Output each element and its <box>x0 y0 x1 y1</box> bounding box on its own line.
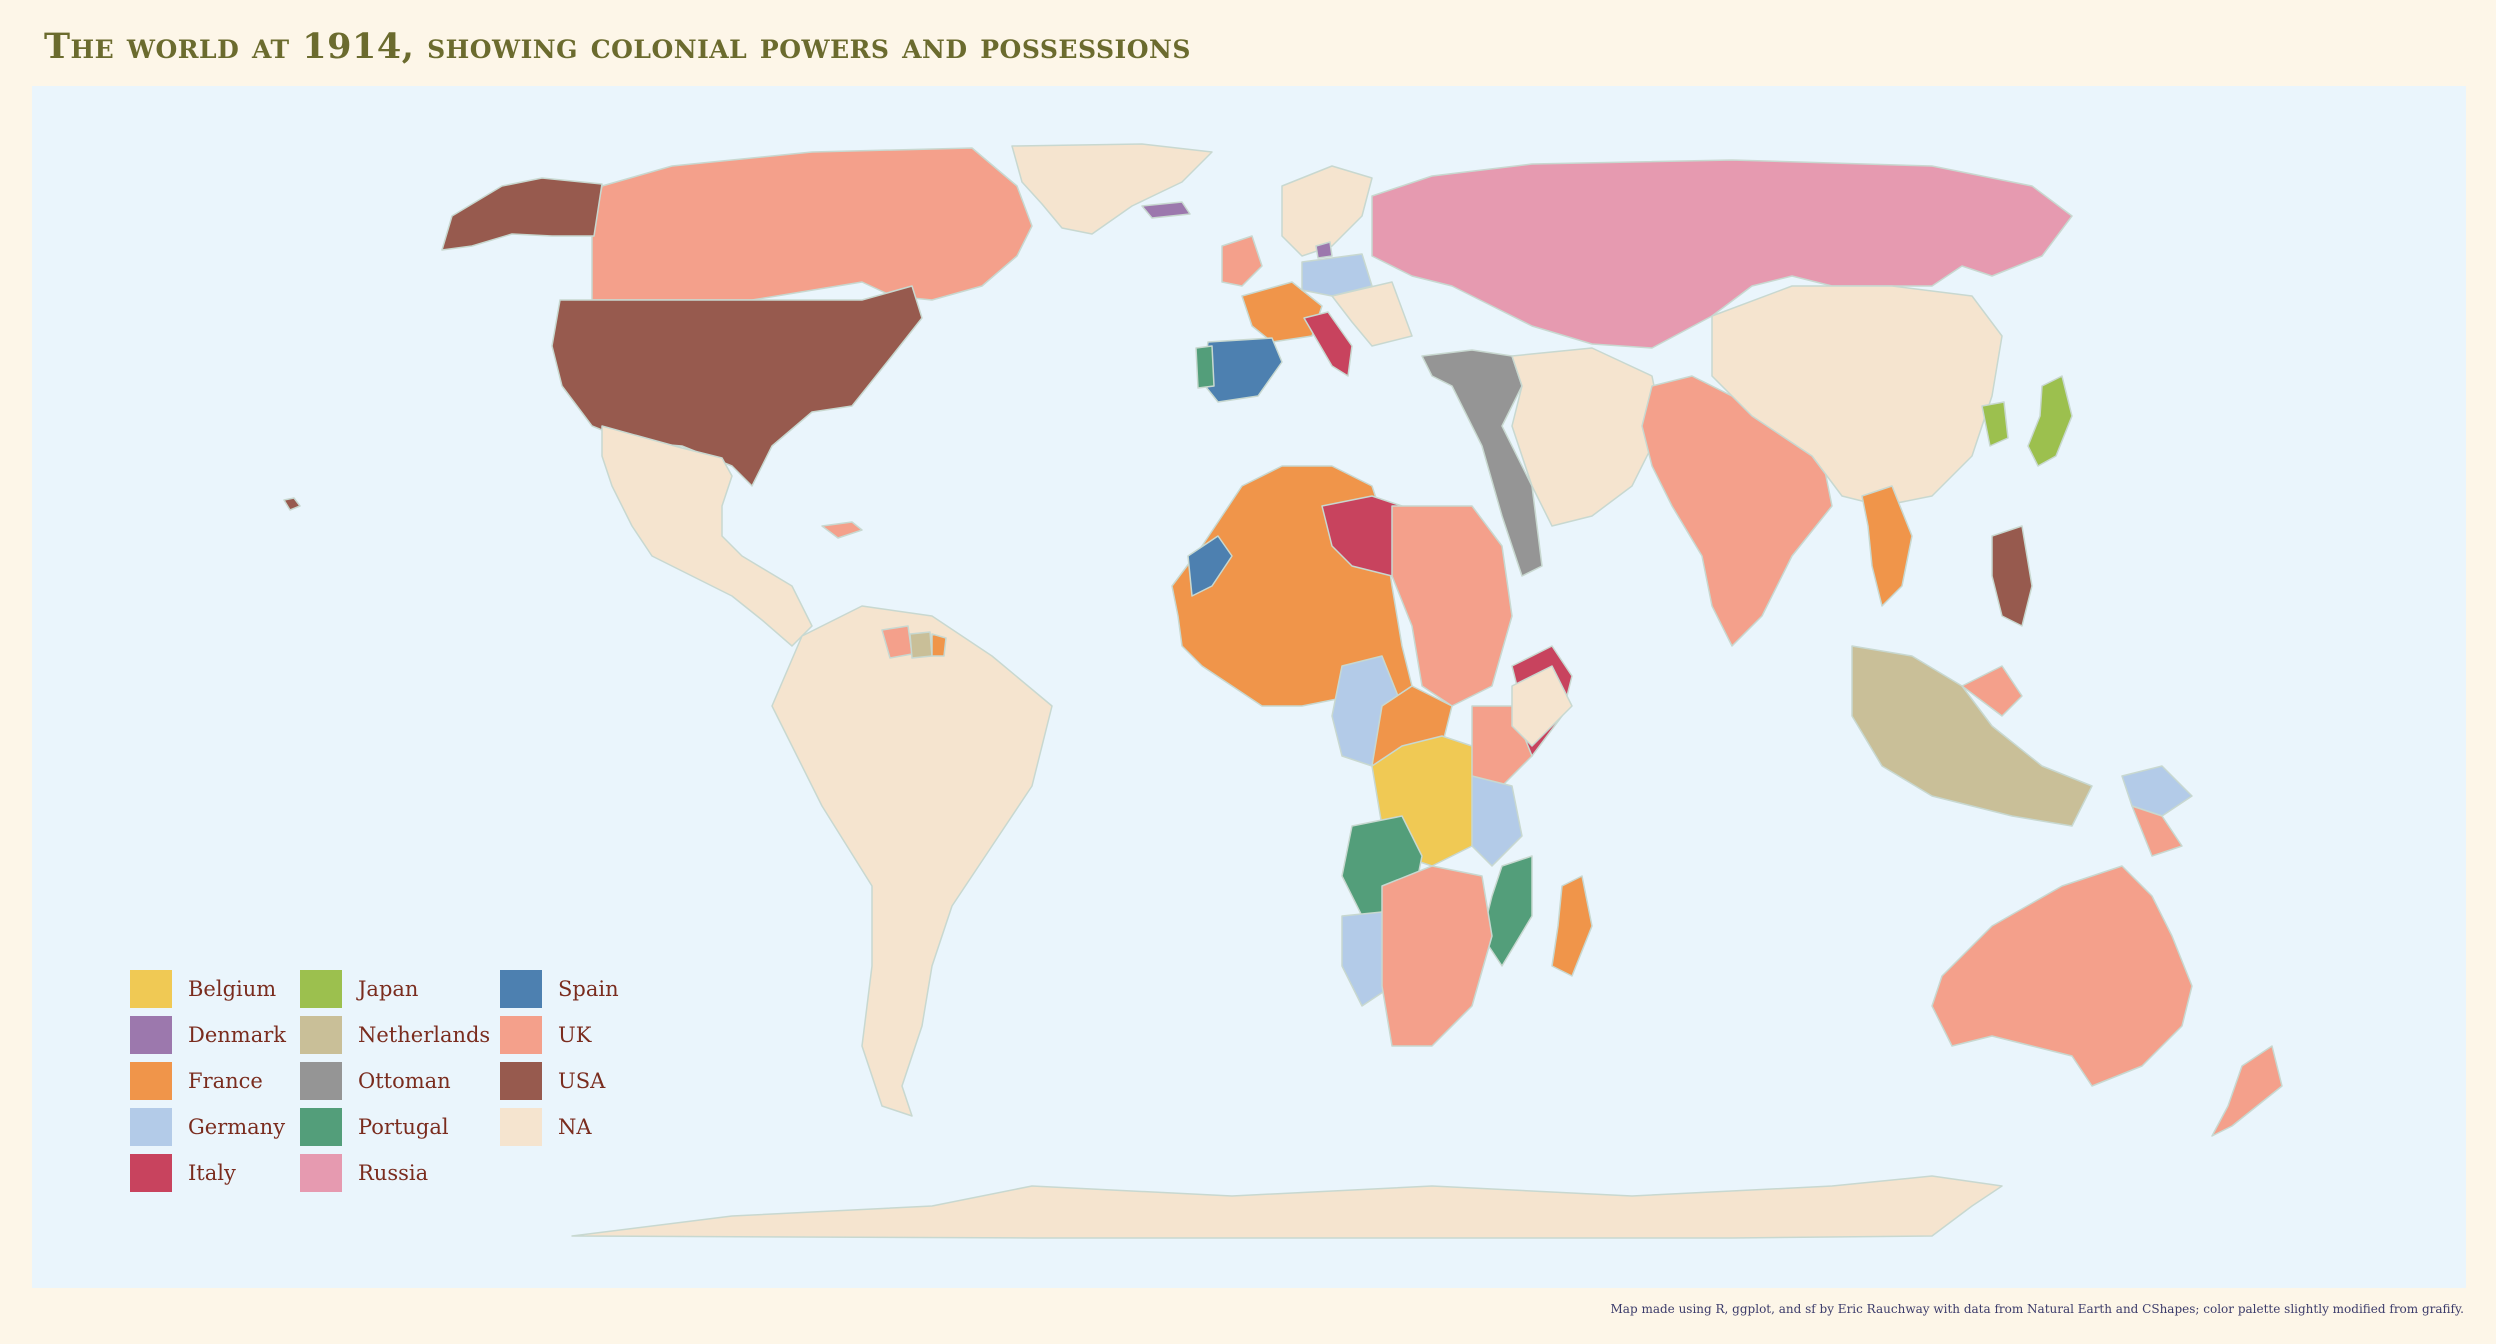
region-australia <box>1931 865 2193 1087</box>
legend-swatch <box>500 1062 542 1100</box>
legend-swatch <box>300 1016 342 1054</box>
region-denmark <box>1315 241 1333 259</box>
region-usa <box>551 285 923 487</box>
legend-label: Russia <box>358 1161 429 1185</box>
region-mozambique <box>1481 855 1533 967</box>
region-dutch-guiana <box>909 631 933 659</box>
legend-swatch <box>130 1154 172 1192</box>
legend-item-denmark: Denmark <box>130 1012 300 1058</box>
legend-swatch <box>130 1062 172 1100</box>
legend-label: France <box>188 1069 263 1093</box>
legend-label: Denmark <box>188 1023 286 1047</box>
map-title: The world at 1914, showing colonial powe… <box>44 26 1191 67</box>
legend-label: Japan <box>358 977 419 1001</box>
legend-swatch <box>130 1016 172 1054</box>
region-central-europe <box>1331 281 1413 347</box>
legend-label: UK <box>558 1023 592 1047</box>
region-philippines <box>1991 525 2033 627</box>
legend-item-na: NA <box>500 1104 650 1150</box>
region-china <box>1711 285 2003 507</box>
legend-item-uk: UK <box>500 1012 650 1058</box>
legend-swatch <box>300 1108 342 1146</box>
region-south-america <box>771 605 1053 1117</box>
legend-swatch <box>500 970 542 1008</box>
legend-item-spain: Spain <box>500 966 650 1012</box>
legend-item-japan: Japan <box>300 966 500 1012</box>
region-mexico-central-america <box>601 425 813 647</box>
legend-swatch <box>300 970 342 1008</box>
legend-swatch <box>300 1154 342 1192</box>
map-caption: Map made using R, ggplot, and sf by Eric… <box>1610 1302 2465 1316</box>
world-map <box>283 143 2283 1239</box>
region-indochina <box>1861 485 1913 607</box>
legend-label: Italy <box>188 1161 236 1185</box>
region-spain <box>1201 337 1283 403</box>
map-panel: Belgium Denmark France Germany Italy Jap… <box>32 86 2466 1288</box>
region-france <box>1241 281 1323 343</box>
region-ethiopia <box>1511 665 1573 747</box>
region-hawaii <box>283 497 301 511</box>
region-greenland <box>1011 143 1213 235</box>
legend-label: Portugal <box>358 1115 449 1139</box>
region-german-southwest-africa <box>1341 911 1393 1007</box>
region-italy <box>1303 311 1353 377</box>
region-spanish-morocco <box>1187 535 1233 597</box>
region-portugal <box>1195 345 1215 389</box>
legend-swatch <box>130 970 172 1008</box>
region-egypt-sudan <box>1391 505 1513 707</box>
legend-swatch <box>300 1062 342 1100</box>
region-madagascar <box>1551 875 1593 977</box>
region-german-east-africa <box>1471 775 1523 867</box>
region-new-zealand <box>2211 1045 2283 1137</box>
legend-label: Ottoman <box>358 1069 451 1093</box>
legend-item-netherlands: Netherlands <box>300 1012 500 1058</box>
region-alaska <box>441 177 603 251</box>
legend-item-portugal: Portugal <box>300 1104 500 1150</box>
region-iceland <box>1141 201 1191 219</box>
region-scandinavia <box>1281 165 1373 257</box>
legend-item-italy: Italy <box>130 1150 300 1196</box>
region-dutch-east-indies <box>1851 645 2093 827</box>
region-caribbean <box>821 521 863 539</box>
region-canada <box>591 147 1033 301</box>
region-korea <box>1981 401 2009 447</box>
region-german-new-guinea <box>2121 765 2193 817</box>
legend-item-germany: Germany <box>130 1104 300 1150</box>
legend-label: USA <box>558 1069 606 1093</box>
legend-item-ottoman: Ottoman <box>300 1058 500 1104</box>
legend-label: NA <box>558 1115 592 1139</box>
legend-item-usa: USA <box>500 1058 650 1104</box>
region-borneo-north <box>1961 665 2023 717</box>
legend-swatch <box>500 1016 542 1054</box>
legend-label: Netherlands <box>358 1023 491 1047</box>
legend-item-france: France <box>130 1058 300 1104</box>
region-antarctica <box>571 1175 2003 1239</box>
legend-swatch <box>500 1108 542 1146</box>
legend: Belgium Denmark France Germany Italy Jap… <box>130 966 650 1196</box>
legend-item-belgium: Belgium <box>130 966 300 1012</box>
region-south-africa-rhodesia <box>1381 865 1493 1047</box>
region-arabia-persia <box>1511 347 1663 527</box>
legend-label: Spain <box>558 977 619 1001</box>
legend-item-russia: Russia <box>300 1150 500 1196</box>
legend-label: Belgium <box>188 977 277 1001</box>
legend-swatch <box>130 1108 172 1146</box>
region-british-isles <box>1221 235 1263 287</box>
region-french-guiana <box>931 633 947 657</box>
region-papua <box>2131 805 2183 857</box>
region-japan <box>2027 375 2073 467</box>
legend-label: Germany <box>188 1115 286 1139</box>
landmasses <box>283 143 2283 1239</box>
